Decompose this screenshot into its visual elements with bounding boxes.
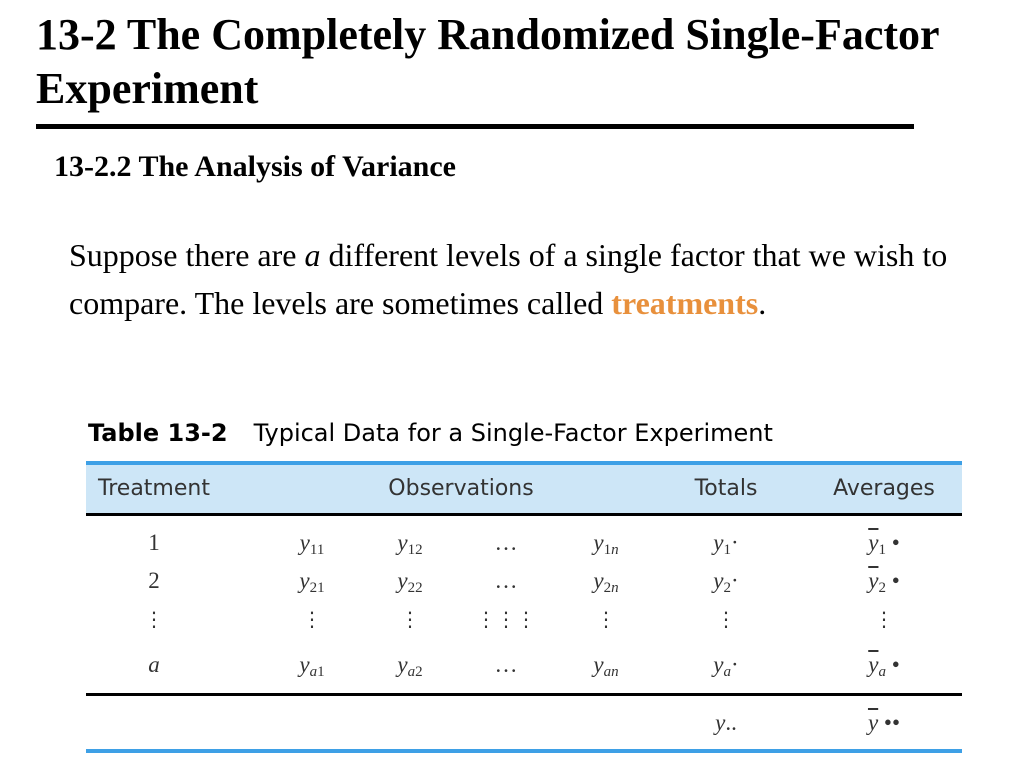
grand-average: y ••: [867, 710, 901, 735]
table-caption-text: Typical Data for a Single-Factor Experim…: [253, 419, 773, 447]
grand-total: y..: [715, 710, 737, 735]
body-text-part2: different levels of a single factor that…: [69, 237, 948, 321]
header-observations: Observations: [388, 476, 534, 501]
row-4-obs-2: ya2: [397, 652, 423, 680]
body-text-part3: .: [758, 285, 767, 321]
table-summary-rule: [86, 693, 962, 696]
row-4-obs-1: ya1: [299, 652, 325, 680]
table-bottom-rule: [86, 749, 962, 753]
row-4-average: ya •: [868, 652, 900, 680]
row-1-total: y1·: [713, 530, 739, 558]
slide-title: 13-2 The Completely Randomized Single-Fa…: [36, 10, 939, 113]
row-1-average: y1 •: [868, 530, 900, 558]
row-4-obs-3: …: [494, 652, 518, 677]
row-2-total: y2·: [713, 568, 739, 596]
row-3-obs-1: ⋮: [302, 607, 322, 631]
row-1-treatment: 1: [148, 530, 160, 555]
row-2-obs-4: y2n: [593, 568, 619, 596]
row-4-total: ya·: [713, 652, 739, 680]
header-averages: Averages: [833, 476, 935, 501]
header-totals: Totals: [694, 476, 758, 501]
body-paragraph: Suppose there are a different levels of …: [69, 231, 949, 327]
section-subtitle: 13-2.2 The Analysis of Variance: [54, 150, 456, 183]
grand-average-dots: ••: [878, 710, 901, 735]
table-top-rule: [86, 461, 962, 465]
row-4-obs-4: yan: [593, 652, 619, 680]
header-treatment: Treatment: [98, 476, 210, 501]
row-2-obs-1: y21: [299, 568, 325, 596]
data-table: Treatment Observations Totals Averages 1…: [86, 461, 962, 756]
row-3-obs-2: ⋮: [400, 607, 420, 631]
row-2-average: y2 •: [868, 568, 900, 596]
table-caption: Table 13-2 Typical Data for a Single-Fact…: [88, 416, 773, 450]
row-3-average: ⋮: [874, 607, 894, 631]
row-4-treatment: a: [148, 652, 160, 677]
row-3-obs-3: ⋮⋮⋮: [476, 607, 536, 631]
grand-total-dots: ..: [725, 710, 737, 735]
row-1-obs-3: …: [494, 530, 518, 555]
title-underline: [36, 124, 914, 129]
row-2-obs-2: y22: [397, 568, 423, 596]
row-3-total: ⋮: [716, 607, 736, 631]
treatments-highlight: treatments: [611, 285, 759, 321]
row-2-treatment: 2: [148, 568, 160, 593]
variable-a: a: [304, 237, 321, 273]
row-1-obs-1: y11: [299, 530, 325, 558]
row-3-treatment: ⋮: [144, 607, 164, 631]
row-2-obs-3: …: [494, 568, 518, 593]
table-number: Table 13-2: [88, 419, 228, 447]
body-text-part1: Suppose there are: [69, 237, 305, 273]
row-1-obs-2: y12: [397, 530, 423, 558]
row-3-obs-4: ⋮: [596, 607, 616, 631]
table-header-band: [86, 465, 962, 513]
row-1-obs-4: y1n: [593, 530, 619, 558]
table-header-rule: [86, 513, 962, 516]
